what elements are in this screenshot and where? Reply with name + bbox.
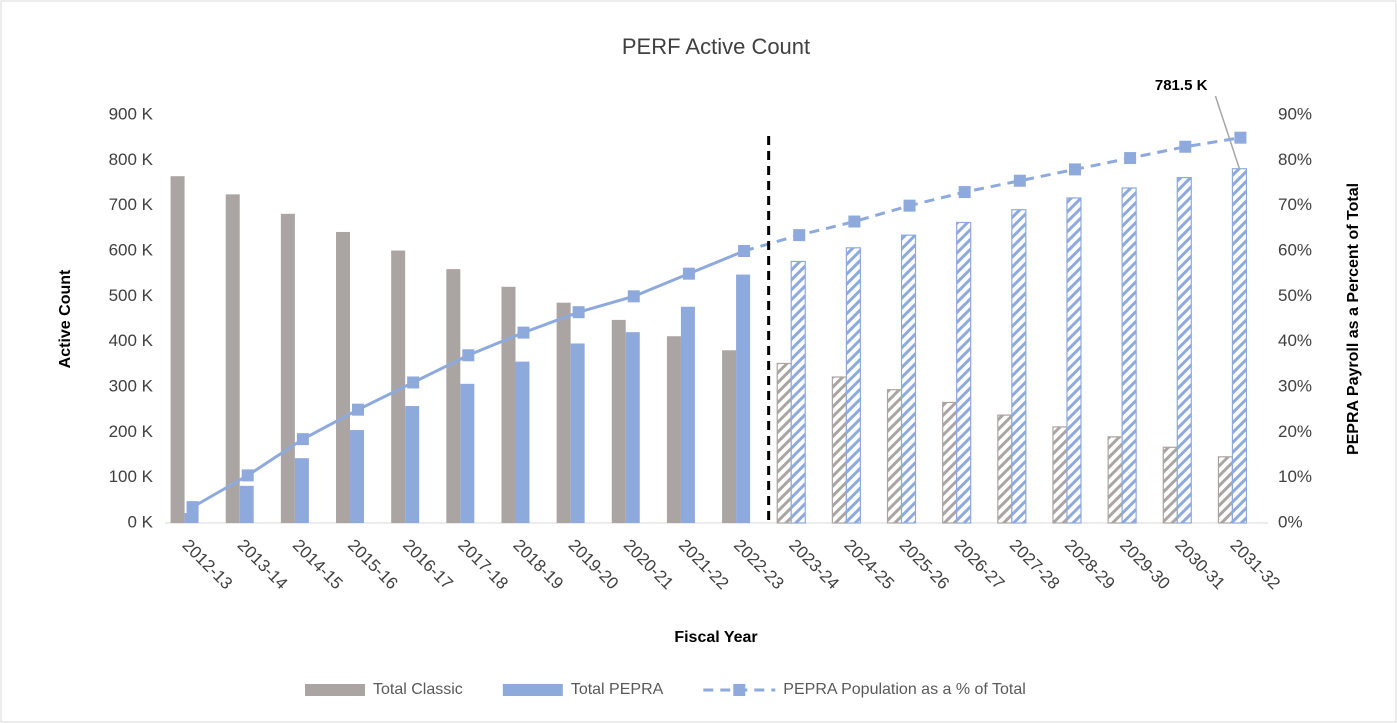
y-tick-label: 600 K — [109, 240, 154, 259]
bar — [460, 383, 475, 523]
marker — [241, 469, 254, 482]
legend-label: Total Classic — [373, 681, 463, 698]
y-tick-label: 0 K — [127, 512, 153, 531]
bar — [776, 362, 792, 524]
marker — [1068, 163, 1081, 176]
y2-tick-label: 30% — [1278, 376, 1312, 395]
marker — [627, 290, 640, 303]
bar — [515, 361, 530, 523]
bar — [942, 401, 958, 524]
marker — [296, 433, 309, 446]
y2-tick-label: 90% — [1278, 104, 1312, 123]
marker — [793, 229, 806, 242]
y-tick-label: 700 K — [109, 195, 154, 214]
y2-tick-label: 70% — [1278, 195, 1312, 214]
bar — [1011, 209, 1027, 524]
bar — [1052, 426, 1068, 524]
marker — [1124, 152, 1137, 165]
bar — [845, 247, 861, 524]
bar — [405, 406, 420, 523]
marker — [572, 306, 585, 319]
y-tick-label: 200 K — [109, 422, 154, 441]
bar — [1231, 168, 1248, 524]
x-axis-title: Fiscal Year — [674, 629, 757, 646]
y2-tick-label: 20% — [1278, 422, 1312, 441]
bar — [350, 430, 365, 523]
value-label: 781.5 K — [1155, 77, 1208, 94]
bar — [556, 302, 571, 523]
bar — [736, 274, 751, 523]
bar — [225, 194, 240, 524]
bar — [790, 260, 806, 524]
bar — [1162, 446, 1178, 524]
bar — [239, 485, 254, 523]
marker — [848, 215, 861, 228]
bar — [666, 336, 681, 523]
bar — [336, 231, 351, 523]
y2-tick-label: 50% — [1278, 286, 1312, 305]
y2-tick-label: 10% — [1278, 467, 1312, 486]
line — [743, 136, 1241, 253]
y-tick-label: 400 K — [109, 331, 154, 350]
marker — [186, 501, 199, 514]
y2-axis-title: PEPRA Payroll as a Percent of Total — [1345, 183, 1362, 455]
y-tick-label: 500 K — [109, 286, 154, 305]
bar — [170, 176, 185, 523]
bar — [886, 389, 903, 524]
bar — [1121, 187, 1137, 524]
bar — [1176, 176, 1192, 524]
y2-tick-label: 40% — [1278, 331, 1312, 350]
bar — [611, 319, 626, 523]
legend-label: Total PEPRA — [571, 681, 664, 698]
bar — [501, 286, 516, 523]
y2-tick-label: 80% — [1278, 150, 1312, 169]
marker — [1013, 174, 1026, 187]
y-tick-label: 900 K — [109, 104, 154, 123]
bar — [570, 343, 585, 523]
marker — [352, 403, 365, 416]
marker — [682, 267, 695, 280]
marker — [738, 245, 751, 257]
legend-label: PEPRA Population as a % of Total — [783, 681, 1026, 698]
y-tick-label: 100 K — [109, 467, 154, 486]
marker — [462, 349, 475, 362]
bar — [1107, 436, 1123, 524]
bar — [1217, 456, 1234, 524]
y-axis-title: Active Count — [57, 269, 74, 368]
bar — [900, 234, 917, 524]
bar — [625, 332, 640, 523]
legend-swatch — [502, 684, 563, 696]
chart-title: PERF Active Count — [622, 34, 810, 59]
legend-swatch — [305, 684, 365, 696]
bar — [831, 376, 847, 524]
y-tick-label: 800 K — [109, 150, 154, 169]
bar — [184, 513, 199, 523]
y-tick-label: 300 K — [109, 376, 154, 395]
bar — [1066, 197, 1082, 524]
bar — [722, 350, 737, 523]
legend-marker — [733, 684, 746, 696]
annotation-leader — [1214, 95, 1241, 169]
marker — [958, 186, 971, 199]
marker — [1179, 140, 1192, 153]
marker — [517, 326, 530, 339]
bar — [391, 250, 406, 523]
bar — [997, 414, 1013, 524]
y2-tick-label: 60% — [1278, 240, 1312, 259]
marker — [407, 376, 420, 389]
marker — [1234, 131, 1247, 144]
marker — [903, 199, 916, 212]
bar — [680, 306, 695, 523]
bar — [956, 221, 972, 524]
bar — [294, 458, 309, 523]
bar — [280, 213, 295, 523]
bar — [446, 269, 461, 523]
y2-tick-label: 0% — [1278, 512, 1303, 531]
